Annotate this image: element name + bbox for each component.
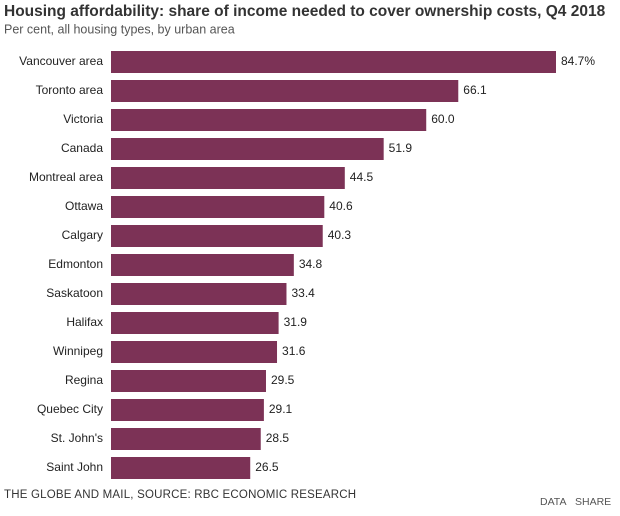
category-label: Regina [65,373,103,387]
chart-subtitle: Per cent, all housing types, by urban ar… [4,22,235,36]
bar [111,312,279,334]
value-label: 44.5 [350,170,374,184]
bar [111,341,278,363]
bar [111,167,345,189]
category-label: Saskatoon [46,286,103,300]
category-label: Winnipeg [53,344,103,358]
data-button[interactable]: DATA [540,496,566,508]
value-label: 40.3 [328,228,352,242]
share-button[interactable]: SHARE [575,496,611,508]
category-label: Halifax [66,315,103,329]
category-label: Toronto area [36,83,104,97]
value-label: 66.1 [463,83,487,97]
chart-title: Housing affordability: share of income n… [4,3,606,20]
value-label: 51.9 [389,141,413,155]
category-label: Saint John [46,460,103,474]
bar [111,428,261,450]
bar [111,196,325,218]
value-label: 60.0 [431,112,455,126]
bar [111,80,459,102]
category-label: Edmonton [48,257,103,271]
bar [111,399,264,421]
bar [111,283,287,305]
bar [111,109,427,131]
category-label: Ottawa [65,199,103,213]
value-label: 84.7% [561,54,595,68]
bar [111,51,556,73]
bar [111,138,384,160]
bar [111,254,294,276]
category-label: Vancouver area [19,54,103,68]
bar [111,370,266,392]
source: THE GLOBE AND MAIL, SOURCE: RBC ECONOMIC… [4,489,356,501]
category-label: Victoria [63,112,103,126]
value-label: 40.6 [329,199,353,213]
value-label: 31.6 [282,344,306,358]
value-label: 31.9 [284,315,308,329]
value-label: 28.5 [266,431,290,445]
category-label: St. John's [51,431,103,445]
category-label: Calgary [62,228,103,242]
value-label: 29.1 [269,402,293,416]
category-label: Montreal area [29,170,103,184]
category-label: Quebec City [37,402,103,416]
bar [111,457,251,479]
value-label: 29.5 [271,373,295,387]
bar [111,225,323,247]
category-label: Canada [61,141,103,155]
value-label: 34.8 [299,257,323,271]
value-label: 33.4 [291,286,315,300]
value-label: 26.5 [255,460,279,474]
